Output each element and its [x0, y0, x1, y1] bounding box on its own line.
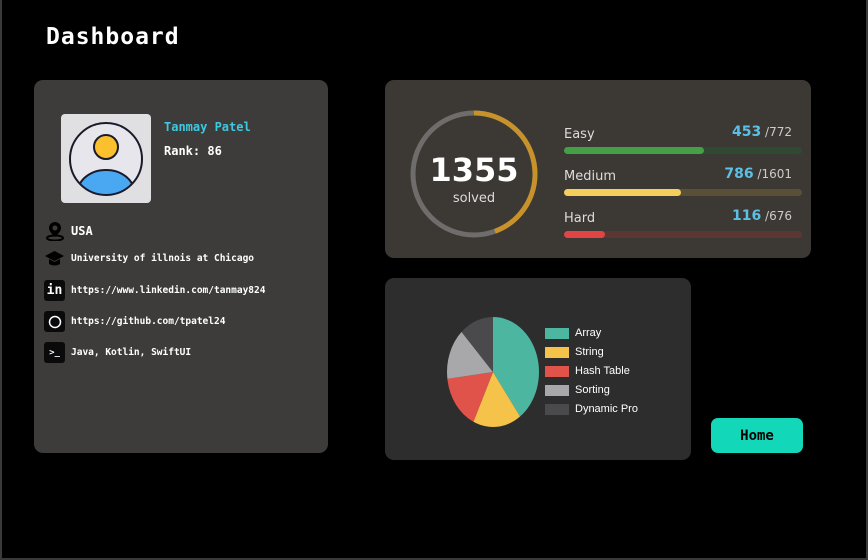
page-title: Dashboard — [46, 24, 180, 50]
github-link[interactable]: https://github.com/tpatel24 — [71, 316, 226, 327]
country-row: USA — [44, 220, 93, 241]
legend-swatch — [545, 403, 569, 415]
solved-value: 786 — [724, 166, 754, 182]
total-value: /772 — [765, 125, 792, 139]
country: USA — [71, 223, 93, 238]
total-value: /1601 — [757, 167, 792, 181]
legend-item: Hash Table — [545, 365, 630, 377]
university: University of illnois at Chicago — [71, 253, 255, 264]
university-row: University of illnois at Chicago — [44, 248, 254, 269]
solved-value: 116 — [731, 208, 762, 224]
progress-bar — [564, 147, 802, 154]
profile-card: Tanmay Patel Rank: 86 USA University of … — [34, 80, 328, 453]
legend-swatch — [545, 384, 569, 396]
github-icon — [44, 311, 65, 332]
legend-label: Sorting — [575, 384, 610, 396]
ring-progress — [473, 110, 538, 234]
pie-slice-array — [493, 317, 539, 417]
topics-pie-chart — [447, 317, 539, 427]
topics-card: Array String Hash Table Sorting Dynamic Pro — [385, 278, 691, 460]
legend-item: Dynamic Pro — [545, 403, 638, 415]
legend-label: Dynamic Pro — [575, 403, 638, 415]
user-name: Tanmay Patel — [164, 120, 251, 134]
solved-label: solved — [452, 191, 496, 206]
progress-fill — [564, 231, 605, 238]
graduation-cap-icon — [44, 248, 65, 269]
solved-value: 453 — [731, 124, 762, 140]
difficulty-hard: Hard 116 /676 — [564, 207, 802, 238]
avatar — [61, 114, 151, 203]
terminal-icon: >_ — [44, 342, 65, 363]
total-value: /676 — [765, 209, 792, 223]
linkedin-link[interactable]: https://www.linkedin.com/tanmay824 — [71, 285, 266, 296]
difficulty-label: Easy — [564, 127, 595, 142]
legend-label: Array — [575, 327, 602, 339]
pie-slice-string — [473, 372, 521, 427]
github-row[interactable]: https://github.com/tpatel24 — [44, 311, 225, 332]
progress-bar — [564, 231, 802, 238]
legend-swatch — [545, 346, 569, 358]
solved-ring: 1355 solved — [409, 109, 539, 239]
pie-slice-dynamic-pro — [461, 317, 493, 372]
pie-slice-sorting — [447, 331, 493, 379]
legend-item: String — [545, 346, 604, 358]
skills-row: >_ Java, Kotlin, SwiftUI — [44, 342, 191, 363]
difficulty-easy: Easy 453 /772 — [564, 123, 802, 154]
legend-swatch — [545, 365, 569, 377]
progress-fill — [564, 147, 704, 154]
legend-swatch — [545, 327, 569, 339]
pie-slice-hash-table — [447, 372, 493, 422]
linkedin-row[interactable]: in https://www.linkedin.com/tanmay824 — [44, 280, 265, 301]
home-button[interactable]: Home — [711, 418, 803, 453]
location-pin-icon — [44, 220, 65, 241]
solved-stats-card: 1355 solved Easy 453 /772 Medium 786 /16… — [385, 80, 811, 258]
user-rank: Rank: 86 — [164, 144, 222, 158]
legend-label: Hash Table — [575, 365, 630, 377]
difficulty-label: Hard — [564, 211, 596, 226]
legend-item: Array — [545, 327, 601, 339]
difficulty-medium: Medium 786 /1601 — [564, 165, 802, 196]
difficulty-label: Medium — [564, 169, 616, 184]
linkedin-icon: in — [44, 280, 65, 301]
progress-bar — [564, 189, 802, 196]
progress-fill — [564, 189, 681, 196]
solved-count: 1355 — [429, 151, 519, 189]
skills: Java, Kotlin, SwiftUI — [71, 347, 192, 358]
user-avatar-icon — [69, 122, 143, 196]
legend-item: Sorting — [545, 384, 610, 396]
legend-label: String — [575, 346, 604, 358]
